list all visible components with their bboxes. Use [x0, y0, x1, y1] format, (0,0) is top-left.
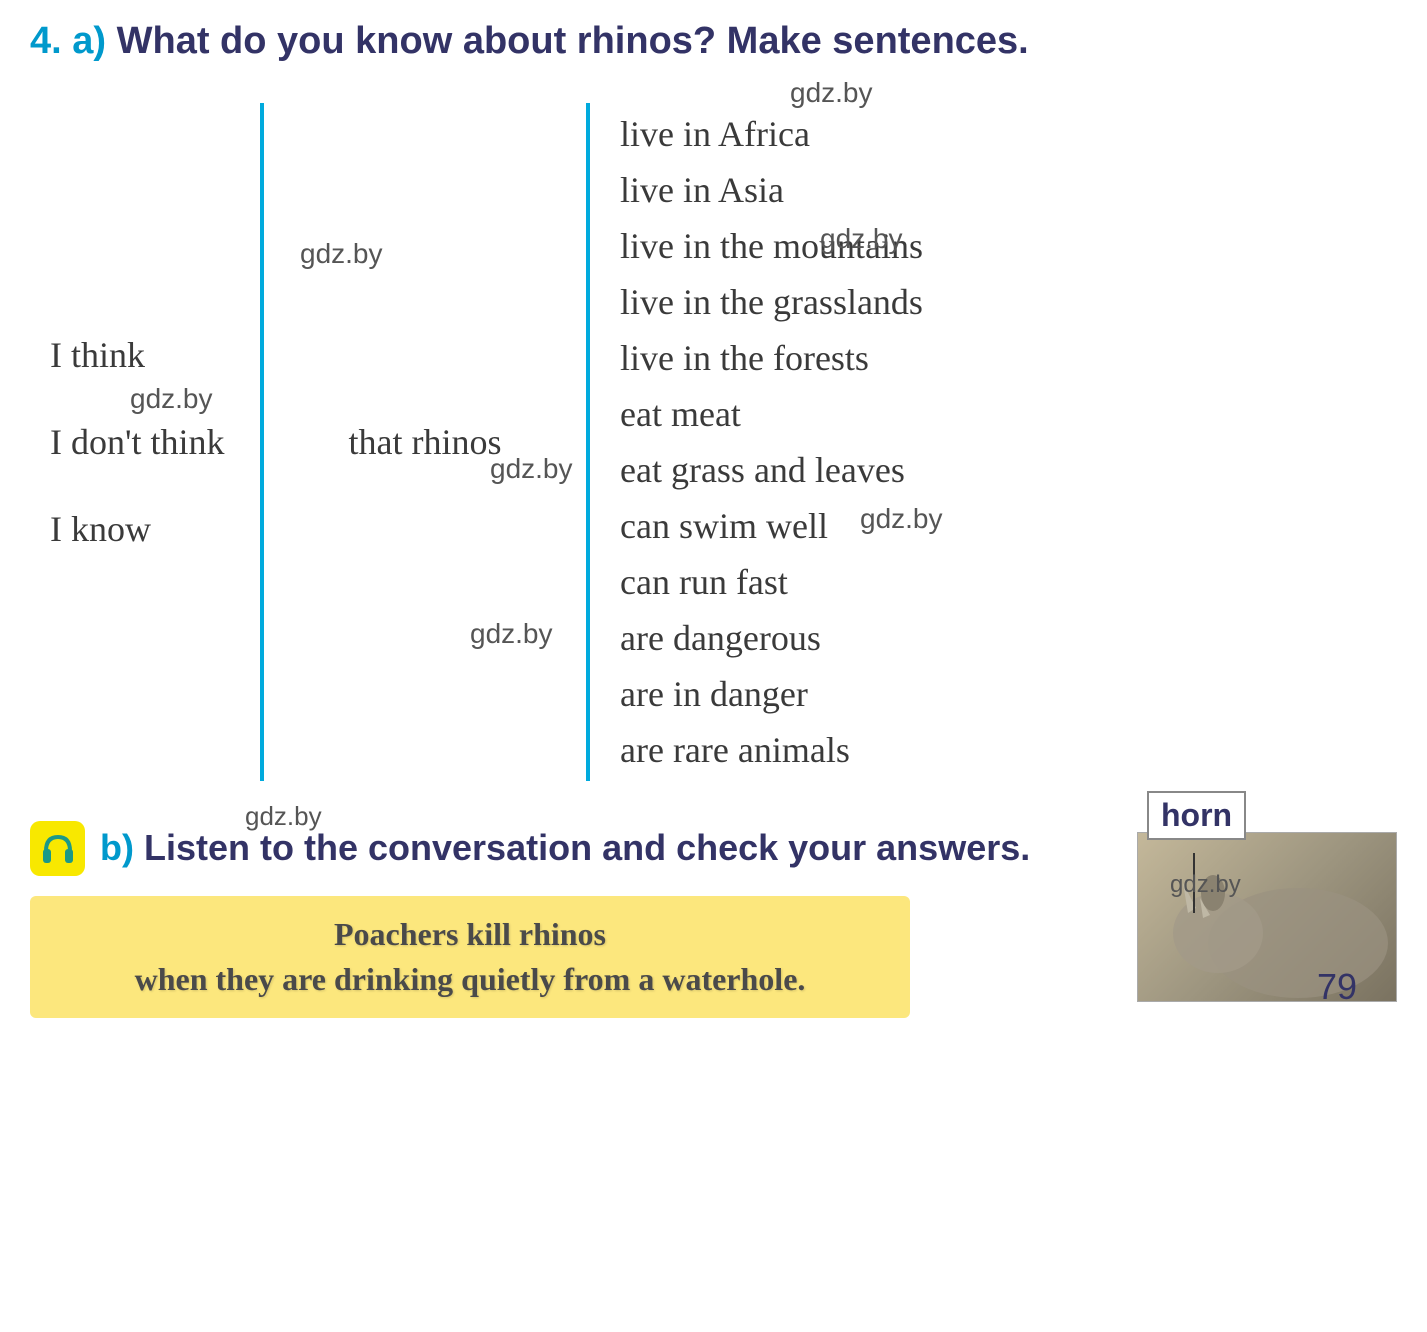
subject-text: that rhinos [349, 421, 502, 463]
watermark-text: gdz.by [490, 453, 573, 485]
part-b-section: b) Listen to the conversation and check … [30, 821, 1397, 876]
watermark-text: gdz.by [470, 618, 553, 650]
exercise-number: 4. [30, 20, 62, 62]
predicate-item: eat grass and leaves [620, 449, 1377, 491]
starter-item: I know [50, 508, 240, 550]
predicate-item: can swim well [620, 505, 1377, 547]
highlight-line-1: Poachers kill rhinos [60, 912, 880, 957]
starter-item: I don't think [50, 421, 240, 463]
headphones-icon [30, 821, 85, 876]
watermark-text: gdz.by [245, 801, 322, 832]
exercise-letter-a: a) [72, 20, 106, 62]
starter-item: I think [50, 334, 240, 376]
sentence-builder-table: I think I don't think I know that rhinos… [30, 93, 1397, 791]
watermark-text: gdz.by [1170, 871, 1241, 899]
watermark-text: gdz.by [300, 238, 383, 270]
part-b-instruction: b) Listen to the conversation and check … [100, 825, 1030, 872]
watermark-text: gdz.by [860, 503, 943, 535]
exercise-header: 4. a) What do you know about rhinos? Mak… [30, 20, 1397, 63]
predicate-item: are dangerous [620, 617, 1377, 659]
exercise-question: What do you know about rhinos? Make sent… [117, 20, 1029, 62]
column-starters: I think I don't think I know [30, 103, 260, 781]
predicate-item: live in the grasslands [620, 281, 1377, 323]
highlight-line-2: when they are drinking quietly from a wa… [60, 957, 880, 1002]
watermark-text: gdz.by [790, 77, 873, 109]
predicate-item: are in danger [620, 673, 1377, 715]
predicate-item: eat meat [620, 393, 1377, 435]
watermark-text: gdz.by [820, 223, 903, 255]
part-b-text-content: Listen to the conversation and check you… [144, 827, 1030, 868]
page-number: 79 [1317, 966, 1357, 1008]
predicate-item: are rare animals [620, 729, 1377, 771]
column-subject: that rhinos [260, 103, 590, 781]
predicate-item: live in the mountains [620, 225, 1377, 267]
exercise-letter-b: b) [100, 827, 134, 868]
predicate-item: can run fast [620, 561, 1377, 603]
highlight-box: Poachers kill rhinos when they are drink… [30, 896, 910, 1018]
predicate-item: live in Asia [620, 169, 1377, 211]
predicate-item: live in the forests [620, 337, 1377, 379]
column-predicates: live in Africa live in Asia live in the … [590, 103, 1397, 781]
predicate-item: live in Africa [620, 113, 1377, 155]
watermark-text: gdz.by [130, 383, 213, 415]
horn-label: horn [1147, 791, 1246, 840]
